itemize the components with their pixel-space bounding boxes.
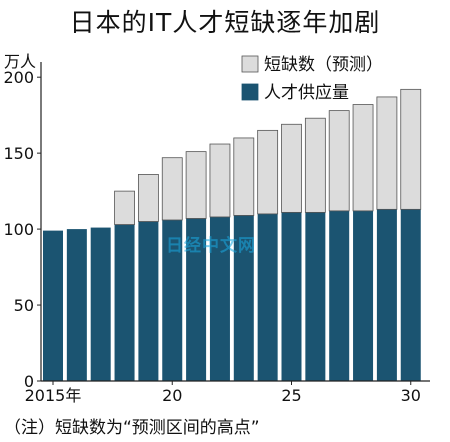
bar-shortage bbox=[114, 190, 135, 225]
y-tick-label: 200 bbox=[3, 68, 34, 87]
x-tick-label: 20 bbox=[162, 386, 182, 405]
y-tick-label: 0 bbox=[24, 372, 34, 391]
bar-supply bbox=[281, 212, 302, 381]
bar-shortage bbox=[304, 117, 326, 213]
bar-shortage bbox=[281, 123, 302, 213]
y-axis-unit-label: 万人 bbox=[4, 52, 36, 71]
y-tick-label: 50 bbox=[14, 296, 34, 315]
watermark-text: 日经中文网 bbox=[166, 236, 256, 256]
bar-shortage bbox=[257, 129, 279, 215]
bar-shortage bbox=[233, 137, 255, 216]
bar-supply bbox=[305, 212, 326, 381]
bar-shortage bbox=[352, 104, 374, 212]
bar-shortage bbox=[161, 157, 183, 221]
bar-supply bbox=[257, 213, 278, 381]
y-tick-label: 150 bbox=[3, 144, 34, 163]
y-tick-label: 100 bbox=[3, 220, 34, 239]
legend-swatch bbox=[241, 83, 259, 101]
bar-supply bbox=[376, 209, 397, 381]
bar-supply bbox=[90, 227, 111, 381]
bar-supply bbox=[66, 229, 87, 381]
x-tick-label: 2015年 bbox=[25, 386, 82, 405]
legend-label: 短缺数（预测） bbox=[264, 55, 383, 75]
bar-shortage bbox=[185, 151, 207, 219]
bar-shortage bbox=[376, 96, 398, 210]
legend-swatch bbox=[241, 55, 259, 73]
legend-label: 人才供应量 bbox=[264, 83, 349, 103]
bar-supply bbox=[209, 216, 230, 381]
bar-supply bbox=[138, 221, 159, 381]
x-tick-label: 25 bbox=[281, 386, 301, 405]
bar-shortage bbox=[400, 88, 422, 210]
bar-supply bbox=[353, 210, 374, 381]
bar-supply bbox=[186, 218, 207, 381]
x-tick-label: 30 bbox=[401, 386, 421, 405]
chart-title: 日本的IT人才短缺逐年加剧 bbox=[69, 8, 381, 37]
bar-shortage bbox=[137, 174, 159, 222]
bar-supply bbox=[400, 209, 421, 381]
bar-supply bbox=[329, 210, 350, 381]
bar-supply bbox=[233, 215, 254, 381]
bar-supply bbox=[43, 230, 63, 381]
bar-supply bbox=[114, 224, 135, 381]
bar-shortage bbox=[328, 110, 350, 212]
bar-shortage bbox=[209, 143, 231, 218]
bar-supply bbox=[162, 219, 183, 381]
chart-note: （注）短缺数为“预测区间的高点” bbox=[4, 418, 260, 438]
